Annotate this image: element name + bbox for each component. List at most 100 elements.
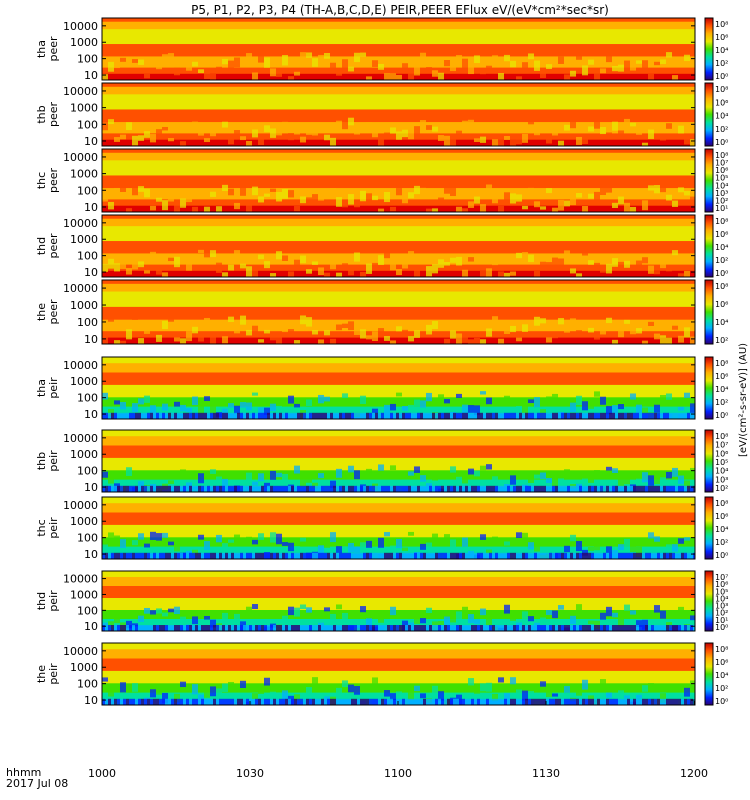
colorbar-tick-label: 10⁷	[715, 573, 728, 582]
energy-tick-label: 10	[84, 694, 98, 707]
colorbar-tick-label: 10⁶	[715, 512, 728, 521]
panel-ylabel-species: peir	[47, 517, 60, 539]
heatmap-thc-peer	[102, 149, 695, 212]
energy-tick-label: 100	[77, 604, 98, 617]
colorbar	[704, 82, 714, 147]
colorbar-tick-label: 10⁰	[715, 411, 728, 420]
panel-ylabel-species: peer	[47, 102, 60, 128]
colorbar-tick-label: 10⁷	[715, 159, 728, 168]
heatmap-the-peir	[102, 643, 695, 705]
energy-tick-label: 10	[84, 548, 98, 561]
panel-ylabel-species: peir	[47, 450, 60, 472]
colorbar-tick-label: 10⁸	[715, 151, 728, 160]
energy-tick-label: 1000	[70, 588, 98, 601]
panel-ylabel-species: peer	[47, 168, 60, 194]
time-axis-label-line1: hhmm	[6, 766, 41, 779]
energy-tick-label: 100	[77, 532, 98, 545]
time-tick-1130: 1130	[532, 767, 560, 780]
colorbar	[704, 570, 714, 632]
energy-tick-label: 1000	[70, 661, 98, 674]
energy-tick-label: 10	[84, 135, 98, 148]
energy-tick-label: 10	[84, 408, 98, 421]
colorbar	[704, 429, 714, 493]
time-tick-1200: 1200	[680, 767, 708, 780]
energy-tick-label: 1000	[70, 233, 98, 246]
panel-ylabel-species: peir	[47, 377, 60, 399]
energy-tick-label: 100	[77, 316, 98, 329]
heatmap-thb-peer	[102, 83, 695, 146]
energy-tick-label: 1000	[70, 515, 98, 528]
energy-tick-label: 1000	[70, 375, 98, 388]
panel-ylabel-probe: the	[35, 665, 48, 683]
colorbar-tick-label: 10⁰	[715, 72, 728, 81]
figure-title: P5, P1, P2, P3, P4 (TH-A,B,C,D,E) PEIR,P…	[191, 3, 609, 17]
heatmap-tha-peir	[102, 357, 695, 419]
colorbar-tick-label: 10³	[715, 189, 728, 198]
colorbar-tick-label: 10²	[715, 125, 728, 134]
colorbar-tick-label: 10⁸	[715, 85, 728, 94]
colorbar-tick-label: 10⁶	[715, 300, 728, 309]
colorbar-tick-label: 10⁶	[715, 449, 728, 458]
colorbar-tick-label: 10²	[715, 484, 728, 493]
energy-tick-label: 10	[84, 69, 98, 82]
panel-thc-peir: 10 100 1000 10000 thc peir 10⁸ 10⁶ 10⁴ 10² 10⁰	[35, 496, 728, 561]
energy-tick-label: 10	[84, 266, 98, 279]
colorbar-tick-label: 10⁰	[715, 551, 728, 560]
colorbar-tick-label: 10⁴	[715, 525, 728, 534]
colorbar-tick-label: 10⁴	[715, 671, 728, 680]
panel-the-peer: 10 100 1000 10000 the peer 10⁸ 10⁶ 10⁴ 10²	[35, 279, 728, 346]
colorbar-tick-label: 10⁰	[715, 269, 728, 278]
colorbar-tick-label: 10⁴	[715, 112, 728, 121]
energy-tick-label: 10000	[63, 217, 98, 230]
time-axis: hhmm 2017 Jul 08 1000 1030 1100 1130 120…	[6, 766, 708, 790]
colorbar-tick-label: 10²	[715, 609, 728, 618]
energy-tick-label: 10	[84, 333, 98, 346]
energy-tick-label: 10000	[63, 573, 98, 586]
colorbar	[704, 214, 714, 278]
colorbar	[704, 17, 714, 81]
energy-tick-label: 100	[77, 678, 98, 691]
panel-ylabel-species: peer	[47, 36, 60, 62]
colorbar-tick-label: 10⁸	[715, 499, 728, 508]
colorbar-tick-label: 10⁴	[715, 385, 728, 394]
time-tick-1000: 1000	[88, 767, 116, 780]
colorbar-tick-label: 10⁸	[715, 282, 728, 291]
colorbar-tick-label: 10⁶	[715, 580, 728, 589]
colorbar-tick-label: 10⁴	[715, 594, 728, 603]
colorbar-tick-label: 10⁵	[715, 458, 728, 467]
energy-tick-label: 10000	[63, 645, 98, 658]
panel-ylabel-species: peir	[47, 663, 60, 685]
colorbar-tick-label: 10⁶	[715, 372, 728, 381]
colorbar-tick-label: 10²	[715, 196, 728, 205]
colorbar-unit-label: [eV/(cm²-s-sr-eV)] (AU)	[738, 343, 749, 457]
panel-thd-peer: 10 100 1000 10000 thd peer 10⁸ 10⁶ 10⁴ 10² 10⁰	[35, 214, 728, 279]
colorbar-tick-label: 10⁶	[715, 166, 728, 175]
colorbar-tick-label: 10⁶	[715, 33, 728, 42]
heatmap-thc-peir	[102, 497, 695, 559]
heatmap-thd-peir	[102, 571, 695, 631]
colorbar-tick-label: 10¹	[715, 204, 728, 213]
panel-ylabel-species: peer	[47, 299, 60, 325]
panel-ylabel-species: peir	[47, 590, 60, 612]
colorbar-tick-label: 10²	[715, 538, 728, 547]
panel-ylabel-probe: tha	[35, 379, 48, 397]
colorbar-tick-label: 10⁵	[715, 587, 728, 596]
colorbar-tick-label: 10⁸	[715, 359, 728, 368]
colorbar-tick-label: 10⁸	[715, 645, 728, 654]
panel-ylabel-probe: thc	[35, 172, 48, 189]
panel-ylabel-probe: thc	[35, 519, 48, 536]
panel-ylabel-probe: thd	[35, 237, 48, 255]
panel-the-peir: 10 100 1000 10000 the peir 10⁸ 10⁶ 10⁴ 10² 10⁰	[35, 642, 728, 707]
heatmap-thb-peir	[102, 430, 695, 492]
panel-ylabel-probe: the	[35, 303, 48, 321]
energy-tick-label: 10000	[63, 282, 98, 295]
colorbar-tick-label: 10²	[715, 256, 728, 265]
time-tick-1100: 1100	[384, 767, 412, 780]
colorbar-tick-label: 10⁰	[715, 138, 728, 147]
colorbar	[704, 279, 714, 345]
colorbar-tick-label: 10²	[715, 398, 728, 407]
heatmap-the-peer	[102, 280, 695, 344]
colorbar-tick-label: 10³	[715, 475, 728, 484]
colorbar-tick-label: 10⁰	[715, 697, 728, 706]
